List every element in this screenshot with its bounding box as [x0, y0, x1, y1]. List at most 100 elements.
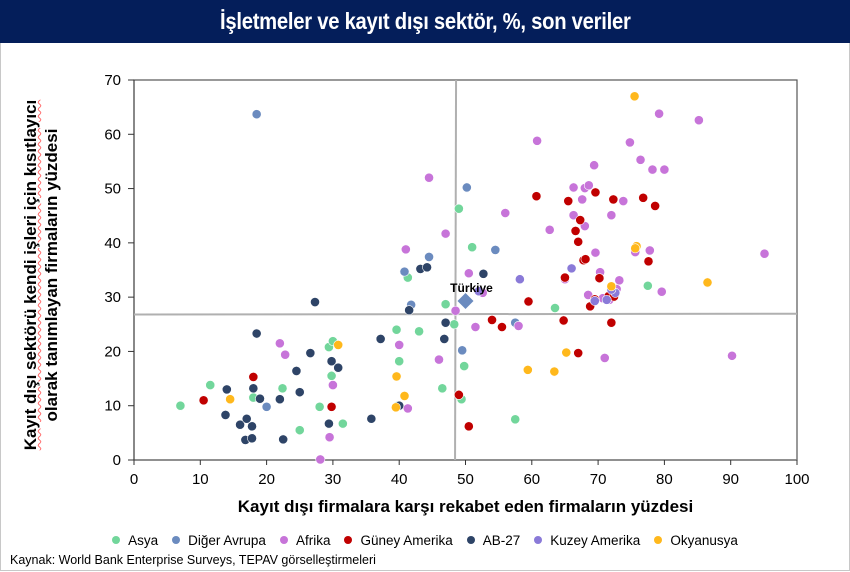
- data-point: [400, 244, 411, 255]
- data-point: [205, 380, 216, 390]
- data-point: [549, 366, 560, 377]
- legend-label: AB-27: [482, 533, 521, 548]
- data-point: [394, 340, 405, 350]
- source-note: Kaynak: World Bank Enterprise Surveys, T…: [10, 553, 376, 567]
- legend-marker-icon: [172, 536, 181, 545]
- data-point: [274, 394, 285, 405]
- series-okyanusya: [225, 91, 713, 413]
- legend: Asya Diğer Avrupa Afrika Güney Amerika AB-27…: [0, 533, 850, 548]
- y-tick-label: 0: [113, 452, 121, 469]
- data-point: [457, 345, 468, 356]
- data-points: [175, 91, 770, 465]
- data-point: [568, 182, 579, 193]
- legend-item-afrika: Afrika: [279, 533, 331, 548]
- data-point: [583, 180, 594, 191]
- data-point: [630, 243, 641, 254]
- chart-title: İşletmeler ve kayıt dışı sektör, %, son …: [219, 8, 631, 34]
- data-point: [693, 115, 704, 126]
- x-tick-label: 0: [130, 471, 138, 488]
- data-point: [618, 196, 629, 206]
- data-point: [570, 226, 581, 236]
- data-point: [440, 317, 451, 328]
- data-point: [324, 418, 334, 429]
- data-point: [650, 201, 661, 211]
- data-point: [550, 303, 560, 313]
- data-point: [594, 273, 605, 284]
- data-point: [558, 315, 569, 326]
- legend-label: Afrika: [295, 533, 331, 548]
- y-tick-label: 50: [104, 181, 121, 198]
- data-point: [561, 347, 572, 358]
- x-tick-label: 80: [656, 471, 673, 488]
- data-point: [644, 245, 655, 256]
- legend-label: Diğer Avrupa: [188, 533, 266, 548]
- data-point: [278, 434, 289, 445]
- data-point: [459, 361, 470, 371]
- data-point: [490, 245, 501, 255]
- x-tick-label: 90: [722, 471, 739, 488]
- data-point: [241, 413, 252, 424]
- y-tick-label: 40: [104, 235, 121, 252]
- data-point: [450, 305, 461, 316]
- data-point: [638, 192, 649, 203]
- legend-label: Kuzey Amerika: [550, 533, 641, 548]
- data-point: [544, 224, 555, 235]
- data-point: [326, 356, 337, 367]
- data-point: [220, 410, 231, 420]
- data-point: [294, 425, 305, 436]
- data-point: [601, 294, 612, 305]
- y-tick-label: 10: [104, 398, 121, 415]
- data-point: [326, 401, 337, 412]
- y-tick-label: 70: [104, 72, 121, 89]
- data-point: [251, 328, 262, 339]
- data-point: [568, 210, 579, 221]
- data-point: [566, 263, 577, 274]
- data-point: [390, 402, 401, 413]
- data-point: [461, 182, 472, 193]
- data-point: [402, 403, 413, 414]
- legend-item-güney-amerika: Güney Amerika: [344, 533, 453, 548]
- data-point: [424, 172, 434, 183]
- data-point: [305, 348, 316, 358]
- legend-label: Güney Amerika: [360, 533, 453, 548]
- data-point: [510, 414, 521, 425]
- legend-item-asya: Asya: [112, 533, 158, 548]
- data-point: [727, 350, 737, 361]
- data-point: [291, 366, 302, 376]
- reference-line-vertical: [454, 79, 458, 461]
- data-point: [391, 371, 402, 382]
- x-tick-label: 30: [325, 471, 342, 488]
- data-point: [573, 348, 584, 358]
- data-point: [467, 242, 478, 253]
- data-point: [563, 196, 574, 206]
- data-point: [175, 400, 186, 411]
- data-point: [589, 160, 600, 171]
- data-point: [453, 203, 464, 214]
- data-point: [255, 393, 265, 404]
- data-point: [463, 268, 474, 279]
- data-point: [654, 108, 664, 119]
- data-point: [280, 349, 291, 360]
- data-point: [404, 305, 415, 316]
- data-point: [235, 419, 245, 430]
- turkiye-highlight: Türkiye: [450, 281, 493, 309]
- data-point: [573, 236, 584, 247]
- data-point: [248, 383, 259, 394]
- data-point: [577, 194, 588, 205]
- data-point: [440, 228, 451, 239]
- data-point: [599, 353, 610, 363]
- data-point: [437, 383, 448, 394]
- data-point: [487, 315, 497, 325]
- data-point: [414, 326, 424, 337]
- data-point: [399, 266, 410, 277]
- data-point: [333, 362, 344, 373]
- data-point: [531, 191, 542, 202]
- data-point: [198, 395, 209, 406]
- data-point: [277, 383, 288, 394]
- data-point: [575, 215, 586, 225]
- data-point: [310, 297, 320, 307]
- data-point: [247, 433, 257, 444]
- data-point: [399, 391, 410, 401]
- data-point: [522, 364, 533, 375]
